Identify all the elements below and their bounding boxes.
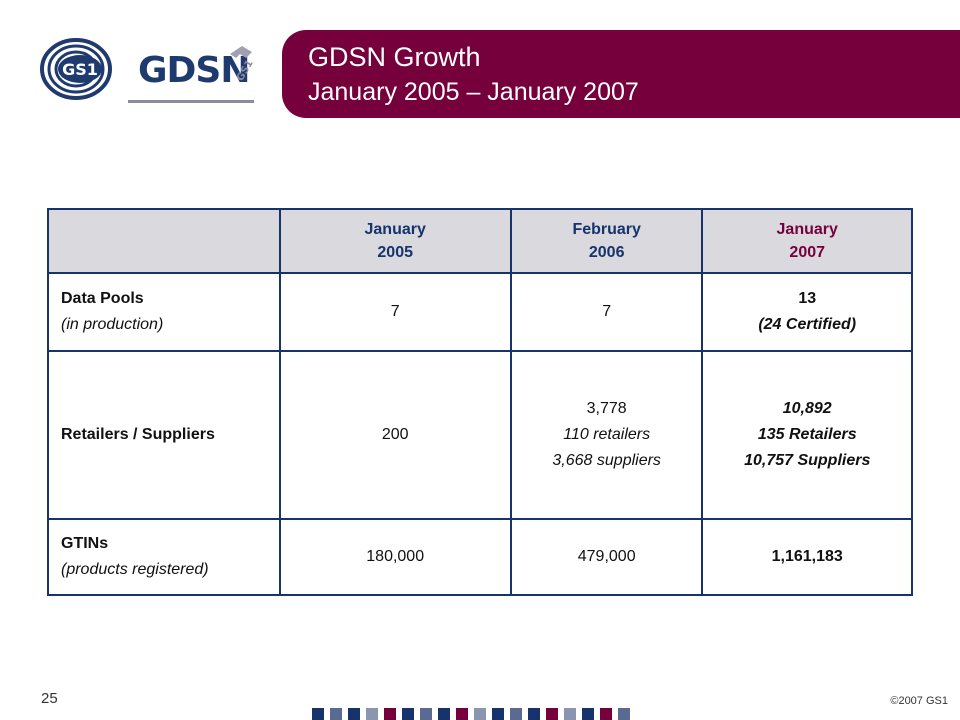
footer-block: [312, 708, 324, 720]
header-year: 2005: [377, 244, 413, 261]
footer-block: [474, 708, 486, 720]
row-label-retailers-suppliers: Retailers / Suppliers: [47, 350, 281, 520]
cell-text: 3,668 suppliers: [552, 452, 661, 469]
cell-text: 135 Retailers: [757, 426, 857, 443]
footer-block: [366, 708, 378, 720]
cell-text: 10,757 Suppliers: [744, 452, 871, 469]
footer-block: [510, 708, 522, 720]
header-jan-2007: January 2007: [701, 208, 913, 274]
cell-value: 200: [278, 350, 512, 520]
title-banner: GDSN Growth January 2005 – January 2007: [282, 30, 960, 118]
footer-block: [528, 708, 540, 720]
cell-text: 10,892: [782, 400, 832, 417]
cell-text: 3,778: [586, 400, 627, 417]
table-header-row: January 2005 February 2006 January 2007: [47, 208, 913, 274]
cell-text: 110 retailers: [563, 426, 651, 443]
footer-block: [600, 708, 612, 720]
cell-text: 7: [602, 303, 612, 320]
cell-value: 10,892 135 Retailers 10,757 Suppliers: [701, 350, 913, 520]
header-empty-cell: [47, 208, 281, 274]
badge-text: GS1: [235, 58, 256, 83]
cell-text: 1,161,183: [771, 548, 843, 565]
row-label: Retailers / Suppliers: [61, 426, 215, 443]
row-label: GTINs: [61, 535, 109, 552]
cell-value: 1,161,183: [701, 518, 913, 596]
footer-block: [384, 708, 396, 720]
slide-title: GDSN Growth: [308, 42, 481, 72]
footer-block: [582, 708, 594, 720]
header-year: 2006: [588, 244, 625, 261]
row-sublabel: (in production): [61, 316, 164, 333]
footer-block: [348, 708, 360, 720]
row-sublabel: (products registered): [61, 561, 209, 578]
gdsn-badge-icon: GS1: [230, 46, 256, 83]
gs1-logo-text: GS1: [62, 60, 98, 79]
gdsn-logo-text: GDSN: [138, 50, 250, 91]
footer-block: [420, 708, 432, 720]
slide-subtitle: January 2005 – January 2007: [308, 78, 639, 106]
header-feb-2006: February 2006: [509, 208, 704, 274]
footer-block: [492, 708, 504, 720]
cell-text: 13: [798, 290, 817, 307]
table-row: Retailers / Suppliers 200 3,778 110 reta…: [47, 350, 913, 520]
growth-table: January 2005 February 2006 January 2007 …: [47, 208, 913, 596]
header-month: February: [572, 221, 641, 238]
cell-value: 7: [278, 272, 512, 352]
footer-block: [564, 708, 576, 720]
cell-value: 180,000: [278, 518, 512, 596]
header-month: January: [776, 221, 838, 238]
cell-text: 200: [381, 426, 409, 443]
footer-block: [438, 708, 450, 720]
row-label-gtins: GTINs (products registered): [47, 518, 281, 596]
cell-text: (24 Certified): [758, 316, 857, 333]
gs1-logo-icon: GS1: [40, 38, 112, 100]
header-month: January: [364, 221, 426, 238]
cell-value: 479,000: [509, 518, 704, 596]
logo-underline: [128, 100, 254, 103]
copyright-text: ©2007 GS1: [890, 695, 948, 707]
footer-block: [402, 708, 414, 720]
cell-text: 479,000: [577, 548, 636, 565]
table-row: GTINs (products registered) 180,000 479,…: [47, 518, 913, 596]
footer-block: [456, 708, 468, 720]
row-label-data-pools: Data Pools (in production): [47, 272, 281, 352]
footer-block: [618, 708, 630, 720]
table-row: Data Pools (in production) 7 7 13 (24 Ce…: [47, 272, 913, 352]
footer-decorative-bar: [312, 708, 630, 720]
cell-text: 7: [390, 303, 400, 320]
cell-value: 7: [509, 272, 704, 352]
footer-block: [330, 708, 342, 720]
cell-value: 3,778 110 retailers 3,668 suppliers: [509, 350, 704, 520]
cell-text: 180,000: [366, 548, 425, 565]
header-jan-2005: January 2005: [278, 208, 512, 274]
row-label: Data Pools: [61, 290, 144, 307]
gs1-gdsn-logo: GS1 GDSN GS1: [40, 36, 260, 108]
cell-value: 13 (24 Certified): [701, 272, 913, 352]
slide-number: 25: [41, 690, 58, 707]
header-year: 2007: [789, 244, 826, 261]
footer-block: [546, 708, 558, 720]
